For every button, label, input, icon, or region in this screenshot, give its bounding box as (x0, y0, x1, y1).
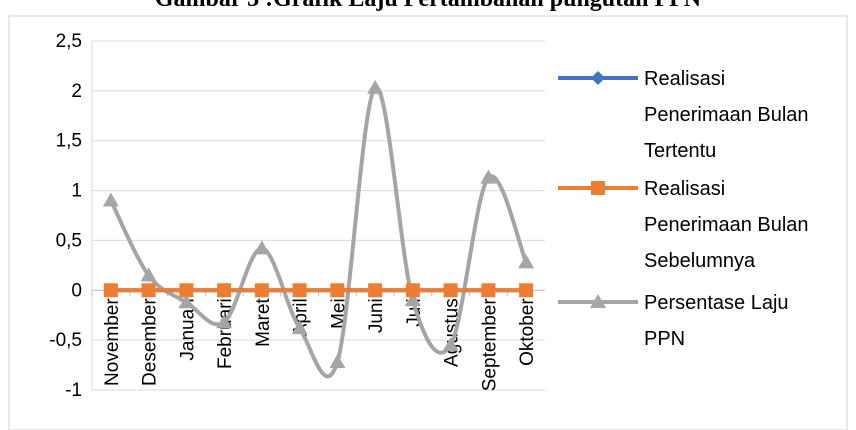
x-tick-label: September (479, 298, 500, 392)
legend-marker (590, 294, 606, 308)
legend-label: Realisasi (644, 178, 725, 200)
y-tick-label: 0,5 (56, 230, 82, 251)
legend-entry-0: Realisasi Penerimaan Bulan Tertentu (558, 68, 809, 162)
y-tick-label: -1 (65, 380, 82, 401)
legend-marker (591, 181, 605, 195)
series-line (109, 85, 528, 379)
data-point (443, 283, 458, 298)
data-point (518, 254, 535, 269)
data-point (442, 337, 459, 352)
data-point (480, 169, 497, 184)
data-point (102, 192, 119, 207)
x-tick-label: Maret (253, 298, 274, 347)
legend-label: Penerimaan Bulan (644, 104, 809, 126)
legend-label: Penerimaan Bulan (644, 214, 809, 236)
data-point (253, 240, 270, 255)
y-tick-label: 2,5 (56, 31, 82, 52)
series-1 (103, 283, 534, 298)
data-point (103, 283, 118, 298)
chart-border (8, 15, 848, 430)
data-point (140, 267, 157, 282)
x-tick-label: Juni (366, 298, 387, 333)
data-point (330, 283, 345, 298)
data-point (405, 283, 420, 298)
x-tick-label: November (102, 298, 123, 386)
x-tick-label: Januari (177, 298, 198, 360)
data-point (179, 283, 194, 298)
legend-label: Tertentu (644, 140, 716, 162)
y-axis: 2,5 2 1,5 1 0,5 0 -0,5 -1 (49, 31, 93, 401)
x-tick-label: Desember (140, 298, 161, 386)
data-point (216, 314, 233, 329)
series-layer (102, 79, 535, 379)
data-point (329, 354, 346, 369)
data-point (404, 292, 421, 307)
data-point (481, 283, 496, 298)
y-tick-label: 1 (71, 181, 82, 202)
data-point (254, 283, 269, 298)
x-axis: November Desember Januari Februari Maret Apri… (91, 289, 545, 392)
data-point (291, 320, 308, 335)
legend-label: Sebelumnya (644, 250, 756, 272)
y-tick-label: 2 (71, 81, 82, 102)
data-point (178, 294, 195, 309)
legend-label: PPN (644, 328, 685, 350)
legend-entry-1: Realisasi Penerimaan Bulan Sebelumnya (558, 178, 809, 272)
data-point (368, 283, 383, 298)
chart-title: Gambar 3 :Grafik Laju Pertambahan pungut… (0, 0, 856, 13)
data-point (141, 283, 156, 298)
legend-entry-2: Persentase Laju PPN (558, 292, 789, 350)
series-2 (102, 79, 535, 379)
data-point (519, 283, 534, 298)
y-tick-label: -0,5 (49, 330, 82, 351)
y-tick-label: 0 (71, 280, 82, 301)
legend-marker (591, 71, 605, 85)
data-point (367, 79, 384, 94)
legend-label: Realisasi (644, 68, 725, 90)
x-tick-label: Oktober (517, 298, 538, 366)
y-tick-label: 1,5 (56, 131, 82, 152)
data-point (217, 283, 232, 298)
legend-label: Persentase Laju (644, 292, 789, 314)
data-point (292, 283, 307, 298)
